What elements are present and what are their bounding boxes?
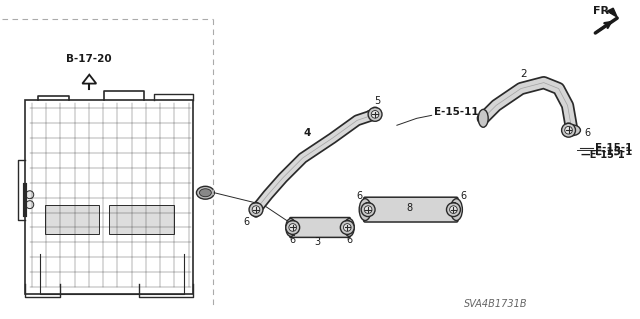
Text: 6: 6 [243, 217, 249, 226]
Ellipse shape [286, 219, 296, 236]
Ellipse shape [196, 186, 214, 199]
Text: 4: 4 [304, 128, 311, 138]
Text: 6: 6 [584, 128, 591, 138]
Circle shape [344, 224, 351, 231]
Circle shape [562, 123, 575, 137]
Text: E-15-1: E-15-1 [595, 147, 633, 157]
Text: E-15-1: E-15-1 [595, 143, 633, 153]
Circle shape [371, 111, 379, 118]
Circle shape [26, 201, 34, 209]
Circle shape [450, 206, 457, 213]
Circle shape [249, 203, 263, 217]
Polygon shape [607, 8, 617, 17]
Text: 2: 2 [520, 69, 527, 79]
Circle shape [361, 203, 375, 217]
Ellipse shape [365, 110, 381, 119]
Text: —E-15-1: —E-15-1 [580, 150, 625, 160]
Text: 8: 8 [407, 203, 413, 213]
Circle shape [252, 206, 260, 213]
Text: 5: 5 [374, 96, 380, 107]
Circle shape [368, 108, 382, 121]
FancyBboxPatch shape [290, 218, 350, 237]
FancyBboxPatch shape [45, 205, 99, 234]
Circle shape [340, 220, 354, 234]
Ellipse shape [359, 199, 371, 220]
Text: 6: 6 [290, 235, 296, 245]
Ellipse shape [200, 189, 211, 197]
Circle shape [289, 224, 296, 231]
Circle shape [286, 220, 300, 234]
Text: B-17-20: B-17-20 [67, 54, 112, 64]
Text: 6: 6 [460, 191, 467, 201]
Ellipse shape [252, 202, 260, 217]
FancyBboxPatch shape [109, 205, 173, 234]
Text: 6: 6 [346, 235, 353, 245]
Text: 3: 3 [314, 237, 321, 247]
Circle shape [26, 191, 34, 199]
Ellipse shape [563, 125, 580, 136]
Text: SVA4B1731B: SVA4B1731B [465, 299, 528, 309]
Text: 6: 6 [356, 191, 362, 201]
Text: E-15-11: E-15-11 [434, 108, 478, 117]
Text: FR.: FR. [593, 6, 614, 16]
Circle shape [447, 203, 460, 217]
FancyBboxPatch shape [364, 197, 458, 222]
Ellipse shape [344, 219, 354, 236]
Ellipse shape [451, 199, 462, 220]
Ellipse shape [478, 109, 488, 127]
Circle shape [564, 126, 572, 134]
Circle shape [364, 206, 372, 213]
